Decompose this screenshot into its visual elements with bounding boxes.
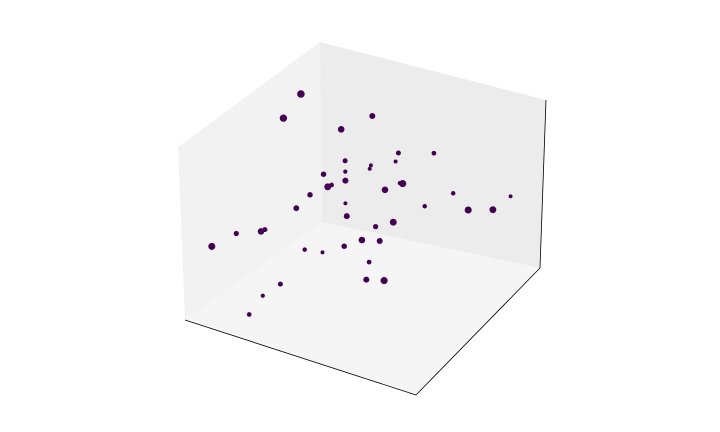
scatter-point [368, 163, 373, 168]
scatter-point [343, 201, 348, 206]
scatter-point [372, 223, 379, 230]
back-left-pane [178, 42, 322, 320]
scatter-point [320, 171, 327, 177]
scatter-point [329, 182, 334, 188]
scatter-point [302, 247, 307, 252]
scatter-point [341, 243, 347, 249]
scatter-point [342, 158, 348, 164]
scatter-point [358, 236, 366, 244]
axes-panes [178, 42, 546, 395]
scatter-point [297, 90, 305, 98]
scatter-point [381, 186, 389, 194]
scatter-point [366, 259, 372, 265]
scatter-point [293, 205, 300, 212]
y-axis-line [415, 267, 541, 396]
scatter-point [380, 277, 388, 285]
axis-lines [184, 99, 547, 396]
points-layer [208, 90, 513, 317]
scatter-point [431, 150, 437, 156]
scatter-point [508, 194, 513, 199]
scatter-point [307, 192, 313, 198]
scatter-point [393, 159, 398, 164]
scatter-point [260, 293, 265, 298]
scatter-point [367, 166, 372, 171]
scatter-point [277, 281, 283, 287]
scatter-point [246, 312, 252, 317]
scatter-point [262, 227, 268, 233]
scatter-point [389, 218, 397, 226]
scatter-point [233, 230, 239, 237]
scatter-point [363, 276, 370, 283]
scatter-point [376, 237, 383, 245]
z-axis-line [539, 99, 547, 269]
scatter-point [422, 203, 427, 209]
scatter-point [464, 206, 472, 214]
scatter-point [343, 213, 350, 220]
scatter-point [397, 180, 402, 186]
scatter-point [369, 112, 376, 120]
scatter-point [450, 191, 456, 196]
floor-pane [185, 222, 540, 395]
scatter-point [489, 206, 497, 214]
scatter-point [208, 242, 216, 250]
scatter-point [342, 177, 349, 184]
scatter-point [320, 250, 325, 255]
scatter-point [343, 169, 348, 174]
scatter-point [395, 150, 401, 156]
scatter-point [279, 114, 288, 122]
x-axis-line [184, 319, 417, 396]
scatter-point [337, 126, 345, 133]
